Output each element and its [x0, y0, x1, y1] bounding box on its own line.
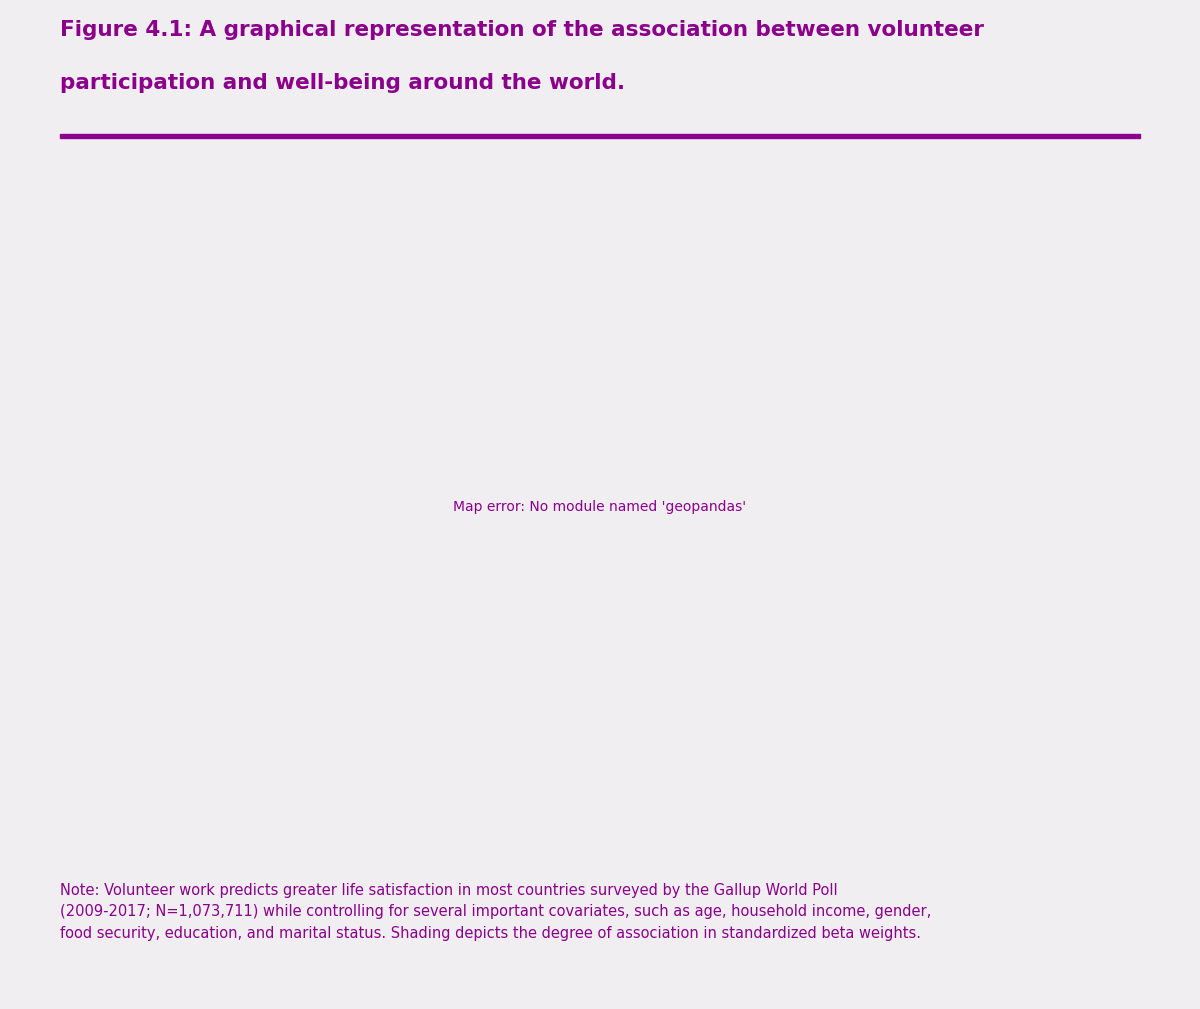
Text: Map error: No module named 'geopandas': Map error: No module named 'geopandas' — [454, 500, 746, 514]
Text: Figure 4.1: A graphical representation of the association between volunteer: Figure 4.1: A graphical representation o… — [60, 20, 984, 40]
Text: Note: Volunteer work predicts greater life satisfaction in most countries survey: Note: Volunteer work predicts greater li… — [60, 883, 931, 941]
Text: participation and well-being around the world.: participation and well-being around the … — [60, 74, 625, 93]
